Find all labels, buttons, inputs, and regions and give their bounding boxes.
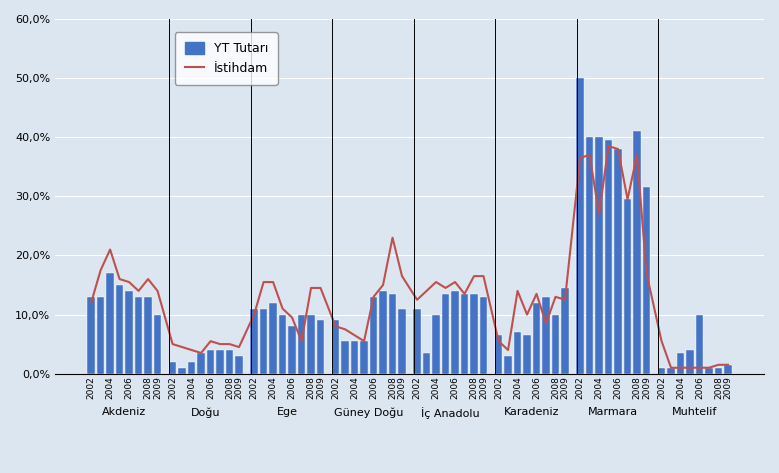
Bar bbox=[561, 288, 569, 374]
Bar bbox=[144, 297, 152, 374]
Legend: YT Tutarı, İstihdam: YT Tutarı, İstihdam bbox=[174, 32, 278, 85]
Bar bbox=[250, 309, 258, 374]
Bar bbox=[153, 315, 161, 374]
Bar bbox=[206, 350, 214, 374]
Bar bbox=[398, 309, 406, 374]
Bar bbox=[705, 368, 713, 374]
Bar bbox=[523, 335, 530, 374]
Bar bbox=[533, 303, 541, 374]
Bar bbox=[116, 285, 123, 374]
Bar bbox=[471, 294, 478, 374]
Bar bbox=[576, 78, 584, 374]
Bar bbox=[125, 291, 133, 374]
Text: Doğu: Doğu bbox=[191, 407, 220, 418]
Bar bbox=[235, 356, 243, 374]
Text: Ege: Ege bbox=[277, 407, 298, 417]
Bar bbox=[495, 335, 502, 374]
Bar bbox=[714, 368, 722, 374]
Bar bbox=[298, 315, 305, 374]
Bar bbox=[288, 326, 296, 374]
Bar bbox=[389, 294, 397, 374]
Bar bbox=[605, 140, 612, 374]
Bar bbox=[379, 291, 387, 374]
Bar bbox=[197, 353, 205, 374]
Text: Karadeniz: Karadeniz bbox=[504, 407, 559, 417]
Bar bbox=[97, 297, 104, 374]
Bar bbox=[87, 297, 95, 374]
Bar bbox=[317, 320, 324, 374]
Bar bbox=[135, 297, 143, 374]
Bar bbox=[414, 309, 421, 374]
Bar bbox=[423, 353, 430, 374]
Text: Akdeniz: Akdeniz bbox=[102, 407, 146, 417]
Bar bbox=[270, 303, 277, 374]
Text: Marmara: Marmara bbox=[588, 407, 638, 417]
Bar bbox=[480, 297, 488, 374]
Bar bbox=[677, 353, 684, 374]
Bar bbox=[643, 187, 650, 374]
Bar bbox=[188, 362, 196, 374]
Bar bbox=[633, 131, 641, 374]
Bar bbox=[106, 273, 114, 374]
Bar bbox=[624, 199, 631, 374]
Bar bbox=[442, 294, 449, 374]
Bar bbox=[542, 297, 550, 374]
Bar bbox=[332, 320, 340, 374]
Bar bbox=[370, 297, 377, 374]
Bar bbox=[696, 315, 703, 374]
Bar bbox=[595, 137, 603, 374]
Bar bbox=[432, 315, 440, 374]
Bar bbox=[307, 315, 315, 374]
Bar bbox=[260, 309, 267, 374]
Bar bbox=[226, 350, 234, 374]
Bar bbox=[217, 350, 224, 374]
Bar bbox=[586, 137, 594, 374]
Bar bbox=[279, 315, 287, 374]
Text: Güney Doğu: Güney Doğu bbox=[334, 407, 404, 418]
Bar bbox=[169, 362, 176, 374]
Bar bbox=[514, 332, 521, 374]
Bar bbox=[552, 315, 559, 374]
Bar bbox=[351, 341, 358, 374]
Bar bbox=[451, 291, 459, 374]
Bar bbox=[178, 368, 186, 374]
Bar bbox=[686, 350, 694, 374]
Bar bbox=[657, 368, 665, 374]
Bar bbox=[460, 294, 468, 374]
Bar bbox=[360, 341, 368, 374]
Bar bbox=[341, 341, 349, 374]
Text: Muhtelif: Muhtelif bbox=[672, 407, 717, 417]
Bar bbox=[724, 365, 731, 374]
Bar bbox=[668, 368, 675, 374]
Bar bbox=[504, 356, 512, 374]
Text: İç Anadolu: İç Anadolu bbox=[421, 407, 480, 419]
Bar bbox=[614, 149, 622, 374]
